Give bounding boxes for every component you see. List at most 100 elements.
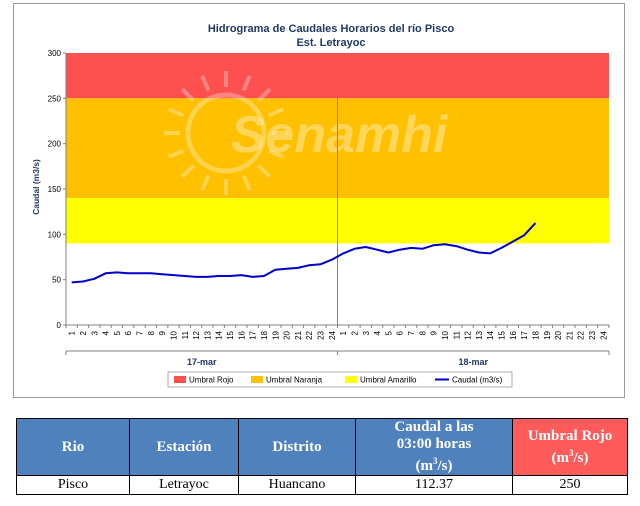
x-tick-label: 4: [102, 330, 111, 335]
header-umbral-rojo: Umbral Rojo (m3/s): [512, 418, 628, 476]
x-tick-label: 22: [305, 330, 314, 339]
header-umbral-line1: Umbral Rojo: [527, 427, 613, 444]
header-caudal-line2: 03:00 horas: [396, 436, 472, 452]
y-tick-label: 0: [57, 321, 62, 330]
x-tick-label: 21: [294, 330, 303, 339]
x-tick-label: 10: [441, 330, 450, 339]
y-tick-label: 100: [48, 230, 62, 239]
x-tick-label: 22: [577, 330, 586, 339]
header-umbral-unit-end: /s): [573, 449, 589, 466]
sun-ray: [167, 148, 185, 159]
x-tick-label: 23: [317, 330, 326, 339]
header-umbral-sup: 3: [569, 447, 574, 458]
y-tick-label: 200: [48, 140, 62, 149]
cell-umbral: 250: [512, 475, 628, 495]
x-tick-label: 3: [362, 330, 371, 335]
x-tick-label: 15: [226, 330, 235, 339]
sun-ray: [257, 164, 272, 179]
chart-title: Hidrograma de Caudales Horarios del río …: [208, 23, 455, 35]
x-tick-label: 1: [339, 330, 348, 335]
sun-ray: [241, 174, 252, 192]
watermark-text: Senamhi: [231, 106, 449, 164]
sun-ray: [200, 174, 211, 192]
x-tick-label: 7: [136, 330, 145, 335]
x-tick-label: 21: [565, 330, 574, 339]
day-label: 17-mar: [187, 357, 217, 367]
cell-rio: Pisco: [16, 475, 130, 495]
chart-subtitle: Est. Letrayoc: [296, 37, 365, 49]
series-line-caudal: [71, 222, 537, 284]
header-rio: Rio: [16, 418, 130, 476]
x-tick-label: 2: [350, 330, 359, 335]
x-tick-label: 8: [418, 330, 427, 335]
x-tick-label: 16: [237, 330, 246, 339]
legend-label: Caudal (m3/s): [452, 376, 503, 385]
x-tick-label: 24: [599, 330, 608, 339]
y-tick-label: 300: [48, 49, 62, 58]
x-tick-label: 20: [554, 330, 563, 339]
sun-ray: [180, 87, 195, 102]
legend: Umbral Rojo Umbral Naranja Umbral Amarillo…: [167, 371, 513, 388]
x-tick-label: 13: [203, 330, 212, 339]
x-tick-label: 18: [260, 330, 269, 339]
x-tick-label: 19: [271, 330, 280, 339]
sun-ray: [200, 74, 211, 92]
x-tick-label: 2: [79, 330, 88, 335]
legend-swatch-2: [345, 376, 357, 383]
x-tick-label: 17: [249, 330, 258, 339]
legend-label: Umbral Rojo: [189, 376, 234, 385]
legend-swatch-0: [174, 376, 186, 383]
sun-ray: [267, 107, 285, 118]
x-tick-label: 1: [68, 330, 77, 335]
x-tick-label: 14: [215, 330, 224, 339]
x-tick-label: 18: [531, 330, 540, 339]
header-umbral-unit: (m: [551, 449, 570, 466]
x-tick-label: 20: [283, 330, 292, 339]
sun-ray: [257, 87, 272, 102]
x-tick-label: 5: [384, 330, 393, 335]
x-tick-label: 6: [396, 330, 405, 335]
header-caudal: Caudal a las 03:00 horas (m3/s): [355, 418, 513, 476]
x-tick-label: 12: [464, 330, 473, 339]
cell-distrito: Huancano: [238, 475, 356, 495]
x-tick-label: 12: [192, 330, 201, 339]
y-tick-label: 50: [52, 276, 61, 285]
x-tick-label: 23: [588, 330, 597, 339]
x-tick-label: 24: [328, 330, 337, 339]
sun-ray: [241, 74, 252, 92]
header-estacion: Estación: [129, 418, 239, 476]
legend-label: Umbral Amarillo: [360, 376, 417, 385]
header-caudal-sup: 3: [433, 456, 438, 466]
x-tick-label: 16: [509, 330, 518, 339]
header-caudal-unit: (m: [415, 458, 434, 474]
x-tick-label: 3: [90, 330, 99, 335]
sun-ray: [180, 164, 195, 179]
x-tick-label: 17: [520, 330, 529, 339]
x-tick-label: 9: [430, 330, 439, 335]
x-tick-label: 11: [452, 330, 461, 339]
x-tick-label: 11: [181, 330, 190, 339]
table-header-row: Rio Estación Distrito Caudal a las 03:00…: [16, 418, 628, 476]
cell-caudal: 112.37: [355, 475, 513, 495]
legend-swatch-1: [251, 376, 263, 383]
x-tick-label: 13: [475, 330, 484, 339]
x-tick-label: 10: [169, 330, 178, 339]
senamhi-watermark: Senamhi: [164, 71, 449, 195]
legend-label: Umbral Naranja: [266, 376, 323, 385]
x-tick-label: 15: [498, 330, 507, 339]
x-tick-label: 7: [407, 330, 416, 335]
x-tick-label: 9: [158, 330, 167, 335]
x-tick-label: 5: [113, 330, 122, 335]
sun-ray: [267, 148, 285, 159]
sun-ray: [167, 107, 185, 118]
header-caudal-unit-end: /s): [437, 458, 453, 474]
hydrograph-chart: Hidrograma de Caudales Horarios del río …: [31, 23, 610, 388]
y-tick-label: 250: [48, 94, 62, 103]
y-tick-label: 150: [48, 185, 62, 194]
x-tick-label: 4: [373, 330, 382, 335]
cell-estacion: Letrayoc: [129, 475, 239, 495]
station-info-table: Rio Estación Distrito Caudal a las 03:00…: [16, 418, 628, 495]
header-caudal-line1: Caudal a las: [394, 419, 474, 435]
table-row: Pisco Letrayoc Huancano 112.37 250: [16, 475, 628, 495]
x-tick-label: 19: [543, 330, 552, 339]
